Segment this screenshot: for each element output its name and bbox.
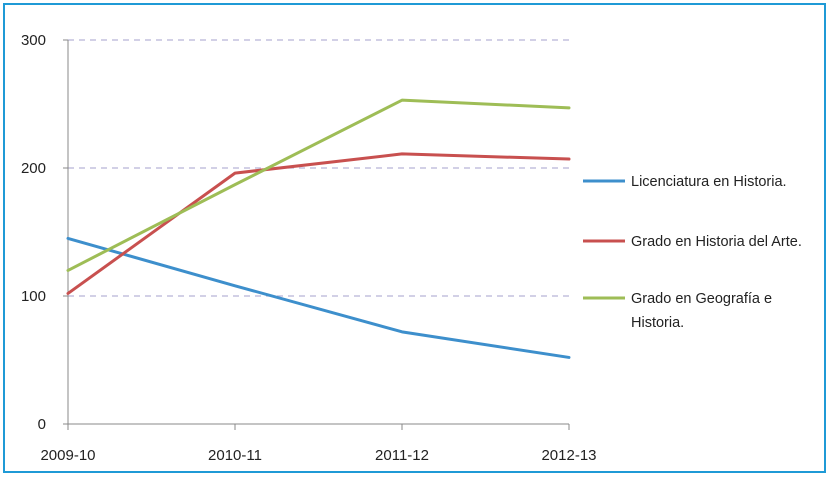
x-tick-label: 2009-10 [40, 447, 95, 464]
y-tick-label: 100 [21, 288, 46, 305]
legend-label: Grado en Historia del Arte. [631, 234, 802, 250]
x-tick-label: 2011-12 [375, 447, 429, 464]
y-tick-label: 300 [21, 32, 46, 49]
legend-label: Grado en Geografía e [631, 291, 772, 307]
x-tick-label: 2012-13 [541, 447, 596, 464]
axes: 0 100 200 300 2009-10 2010-11 2011-12 2012-13 [21, 32, 597, 464]
legend: Licenciatura en Historia. Grado en Histor… [583, 174, 802, 331]
series-line-2 [66, 98, 571, 272]
y-tick-label: 200 [21, 160, 46, 177]
series-line-1 [66, 152, 571, 295]
legend-label-cont: Historia. [631, 315, 684, 331]
series-lines [66, 98, 571, 359]
gridlines [68, 39, 569, 297]
series-line-0 [66, 236, 571, 359]
y-tick-label: 0 [38, 416, 46, 433]
x-tick-label: 2010-11 [208, 447, 262, 464]
chart-frame [3, 3, 826, 473]
legend-label: Licenciatura en Historia. [631, 174, 787, 190]
